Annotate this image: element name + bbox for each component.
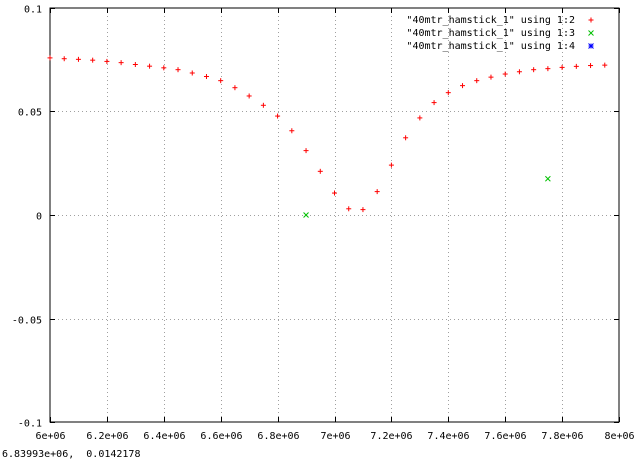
x-tick-label: 6.6e+06 — [200, 431, 242, 442]
data-point-series-1 — [559, 64, 565, 70]
legend-marker-series-3 — [588, 43, 594, 49]
data-point-series-1 — [460, 83, 466, 89]
data-point-series-1 — [346, 206, 352, 212]
data-point-series-1 — [474, 78, 480, 84]
data-point-series-1 — [303, 148, 309, 154]
data-point-series-1 — [602, 62, 608, 68]
data-point-series-1 — [445, 90, 451, 96]
grid-lines — [50, 8, 619, 422]
y-tick-label: -0.05 — [12, 316, 42, 327]
x-tick-label: 6.4e+06 — [143, 431, 185, 442]
x-tick-label: 7.8e+06 — [541, 431, 583, 442]
mouse-coordinate-readout: 6.83993e+06, 0.0142178 — [2, 449, 141, 460]
data-point-series-1 — [118, 60, 124, 66]
legend-marker-series-2 — [588, 30, 594, 36]
data-point-series-1 — [516, 69, 522, 75]
tick-labels: 6e+06 6.2e+06 6.4e+06 6.6e+06 6.8e+06 7e+06 7.… — [12, 5, 635, 443]
scatter-plot[interactable]: 6e+06 6.2e+06 6.4e+06 6.6e+06 6.8e+06 7e+06 7.… — [0, 0, 640, 446]
data-point-series-1 — [232, 85, 238, 91]
legend-label-series-3: "40mtr_hamstick_1" using 1:4 — [406, 41, 575, 52]
data-point-series-1 — [573, 63, 579, 69]
data-point-series-1 — [417, 115, 423, 121]
data-point-series-2 — [303, 212, 309, 218]
x-tick-label: 8e+06 — [604, 431, 634, 442]
data-point-series-1 — [545, 66, 551, 72]
data-point-series-1 — [317, 168, 323, 174]
data-point-series-1 — [488, 74, 494, 80]
data-point-series-1 — [502, 71, 508, 77]
data-point-series-1 — [61, 56, 67, 62]
y-tick-label: 0 — [36, 212, 42, 223]
data-point-series-1 — [374, 189, 380, 195]
y-tick-label: -0.1 — [18, 419, 42, 430]
data-point-series-1 — [189, 70, 195, 76]
x-tick-label: 6e+06 — [35, 431, 65, 442]
data-points — [47, 55, 608, 218]
data-point-series-1 — [360, 207, 366, 213]
data-point-series-1 — [388, 162, 394, 168]
y-tick-label: 0.1 — [24, 5, 42, 16]
x-tick-label: 7.4e+06 — [427, 431, 469, 442]
legend-label-series-2: "40mtr_hamstick_1" using 1:3 — [406, 28, 575, 39]
legend-label-series-1: "40mtr_hamstick_1" using 1:2 — [406, 15, 575, 26]
data-point-series-1 — [332, 190, 337, 196]
y-tick-label: 0.05 — [18, 108, 42, 119]
data-point-series-1 — [218, 78, 224, 84]
data-point-series-1 — [147, 63, 153, 69]
x-tick-label: 7.6e+06 — [484, 431, 526, 442]
x-tick-label: 6.8e+06 — [257, 431, 299, 442]
data-point-series-2 — [545, 175, 551, 182]
data-point-series-1 — [104, 58, 110, 64]
data-point-series-1 — [289, 128, 295, 134]
data-point-series-1 — [132, 62, 138, 68]
data-point-series-1 — [260, 102, 266, 108]
data-point-series-1 — [531, 67, 537, 73]
data-point-series-1 — [75, 56, 81, 62]
legend: "40mtr_hamstick_1" using 1:2 "40mtr_hamst… — [406, 15, 594, 52]
x-tick-label: 7.2e+06 — [370, 431, 412, 442]
x-tick-label: 6.2e+06 — [86, 431, 128, 442]
x-tick-label: 7e+06 — [320, 431, 350, 442]
data-point-series-1 — [90, 57, 96, 63]
data-point-series-1 — [275, 113, 281, 119]
legend-marker-series-1 — [588, 17, 594, 23]
data-point-series-1 — [246, 93, 252, 99]
data-point-series-1 — [403, 135, 409, 141]
data-point-series-1 — [431, 100, 437, 106]
data-point-series-1 — [588, 63, 594, 69]
data-point-series-1 — [203, 74, 209, 80]
data-point-series-1 — [175, 67, 181, 73]
data-point-series-1 — [161, 65, 167, 71]
axis-ticks — [50, 8, 620, 423]
data-point-series-1 — [47, 55, 53, 61]
